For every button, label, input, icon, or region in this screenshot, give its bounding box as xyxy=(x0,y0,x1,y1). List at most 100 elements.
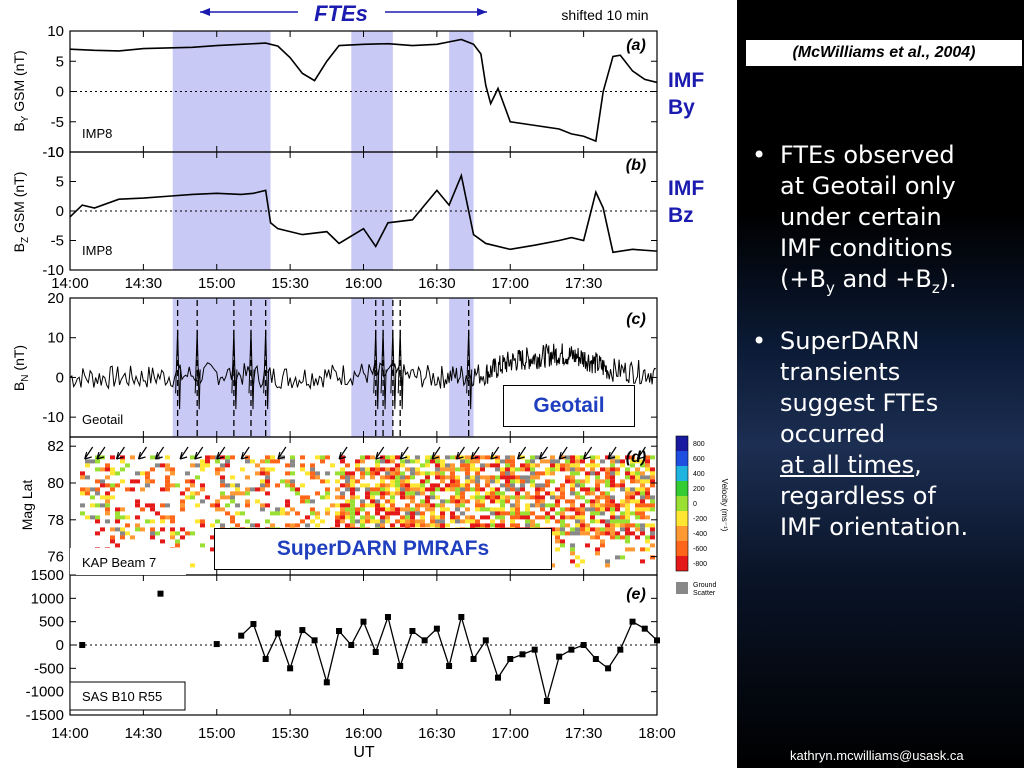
velocity-point xyxy=(348,642,355,648)
velocity-cell xyxy=(290,523,295,528)
velocity-cell xyxy=(325,491,330,496)
velocity-cell xyxy=(145,503,150,508)
velocity-cell xyxy=(610,515,615,520)
velocity-cell xyxy=(460,499,465,504)
velocity-cell xyxy=(580,479,585,484)
velocity-cell xyxy=(650,495,655,500)
velocity-cell xyxy=(620,479,625,484)
velocity-cell xyxy=(370,475,375,480)
velocity-cell xyxy=(425,475,430,480)
velocity-cell xyxy=(450,467,455,472)
velocity-cell xyxy=(450,455,455,460)
velocity-cell xyxy=(620,523,625,528)
transient-arrow xyxy=(216,446,226,460)
velocity-cell xyxy=(620,555,625,560)
velocity-cell xyxy=(225,495,230,500)
velocity-point xyxy=(605,665,612,672)
velocity-cell xyxy=(320,519,325,524)
citation: (McWilliams et al., 2004) xyxy=(746,40,1022,66)
panel-letter-b: (b) xyxy=(626,157,646,174)
velocity-cell xyxy=(470,515,475,520)
velocity-cell xyxy=(650,535,655,540)
velocity-cell xyxy=(525,503,530,508)
velocity-cell xyxy=(375,523,380,528)
velocity-cell xyxy=(230,515,235,520)
velocity-cell xyxy=(350,499,355,504)
velocity-cell xyxy=(485,483,490,488)
velocity-cell xyxy=(615,455,620,460)
velocity-cell xyxy=(645,547,650,552)
velocity-cell xyxy=(575,527,580,532)
velocity-cell xyxy=(605,507,610,512)
velocity-cell xyxy=(160,503,165,508)
colorbar-tick-label: 400 xyxy=(693,471,705,478)
velocity-cell xyxy=(100,479,105,484)
velocity-cell xyxy=(270,467,275,472)
velocity-cell xyxy=(630,463,635,468)
velocity-cell xyxy=(135,503,140,508)
velocity-cell xyxy=(280,511,285,516)
velocity-cell xyxy=(610,531,615,536)
velocity-cell xyxy=(410,515,415,520)
velocity-cell xyxy=(645,523,650,528)
velocity-cell xyxy=(400,459,405,464)
velocity-cell xyxy=(190,483,195,488)
velocity-cell xyxy=(440,523,445,528)
velocity-cell xyxy=(600,495,605,500)
panel-a-label: IMP8 xyxy=(82,126,112,141)
y-axis-label-sub: Z xyxy=(20,237,31,243)
velocity-cell xyxy=(580,455,585,460)
velocity-cell xyxy=(80,471,85,476)
velocity-cell xyxy=(545,479,550,484)
velocity-cell xyxy=(270,511,275,516)
velocity-cell xyxy=(645,491,650,496)
y-axis-label-text: BZ GSM (nT) xyxy=(11,172,31,253)
velocity-cell xyxy=(635,475,640,480)
velocity-cell xyxy=(390,511,395,516)
transient-arrow xyxy=(455,446,465,460)
velocity-cell xyxy=(435,463,440,468)
colorbar-frame xyxy=(675,435,689,572)
velocity-cell xyxy=(420,491,425,496)
velocity-cell xyxy=(570,459,575,464)
bullet-line: occurred xyxy=(780,419,886,448)
velocity-cell xyxy=(400,523,405,528)
velocity-cell xyxy=(440,511,445,516)
by-trace xyxy=(69,38,658,143)
velocity-cell xyxy=(245,491,250,496)
velocity-cell xyxy=(95,487,100,492)
velocity-cell xyxy=(390,475,395,480)
y-tick-label: 20 xyxy=(47,290,64,307)
velocity-cell xyxy=(285,503,290,508)
fte-arrowhead-right xyxy=(477,8,487,16)
velocity-cell xyxy=(650,475,655,480)
velocity-cell xyxy=(510,471,515,476)
bullet-line: suggest FTEs xyxy=(780,388,939,417)
velocity-cell xyxy=(605,495,610,500)
velocity-cell xyxy=(265,475,270,480)
velocity-cell xyxy=(335,471,340,476)
velocity-cell xyxy=(370,519,375,524)
velocity-cell xyxy=(335,511,340,516)
velocity-cell xyxy=(190,563,195,568)
velocity-cell xyxy=(420,483,425,488)
velocity-cell xyxy=(495,467,500,472)
x-tick-label: 15:00 xyxy=(198,275,236,292)
velocity-cell xyxy=(395,479,400,484)
velocity-cell xyxy=(405,467,410,472)
velocity-cell xyxy=(590,507,595,512)
velocity-cell xyxy=(585,523,590,528)
velocity-cell xyxy=(490,455,495,460)
velocity-cell xyxy=(570,483,575,488)
x-tick-label: 16:30 xyxy=(418,725,456,742)
colorbar-segment xyxy=(676,436,688,451)
velocity-cell xyxy=(545,511,550,516)
velocity-cell xyxy=(155,463,160,468)
velocity-cell xyxy=(640,507,645,512)
velocity-cell xyxy=(510,463,515,468)
velocity-cell xyxy=(625,539,630,544)
velocity-cell xyxy=(590,467,595,472)
bullet-item: • FTEs observed at Geotail only under ce… xyxy=(752,140,1018,304)
velocity-cell xyxy=(320,495,325,500)
velocity-cell xyxy=(465,467,470,472)
